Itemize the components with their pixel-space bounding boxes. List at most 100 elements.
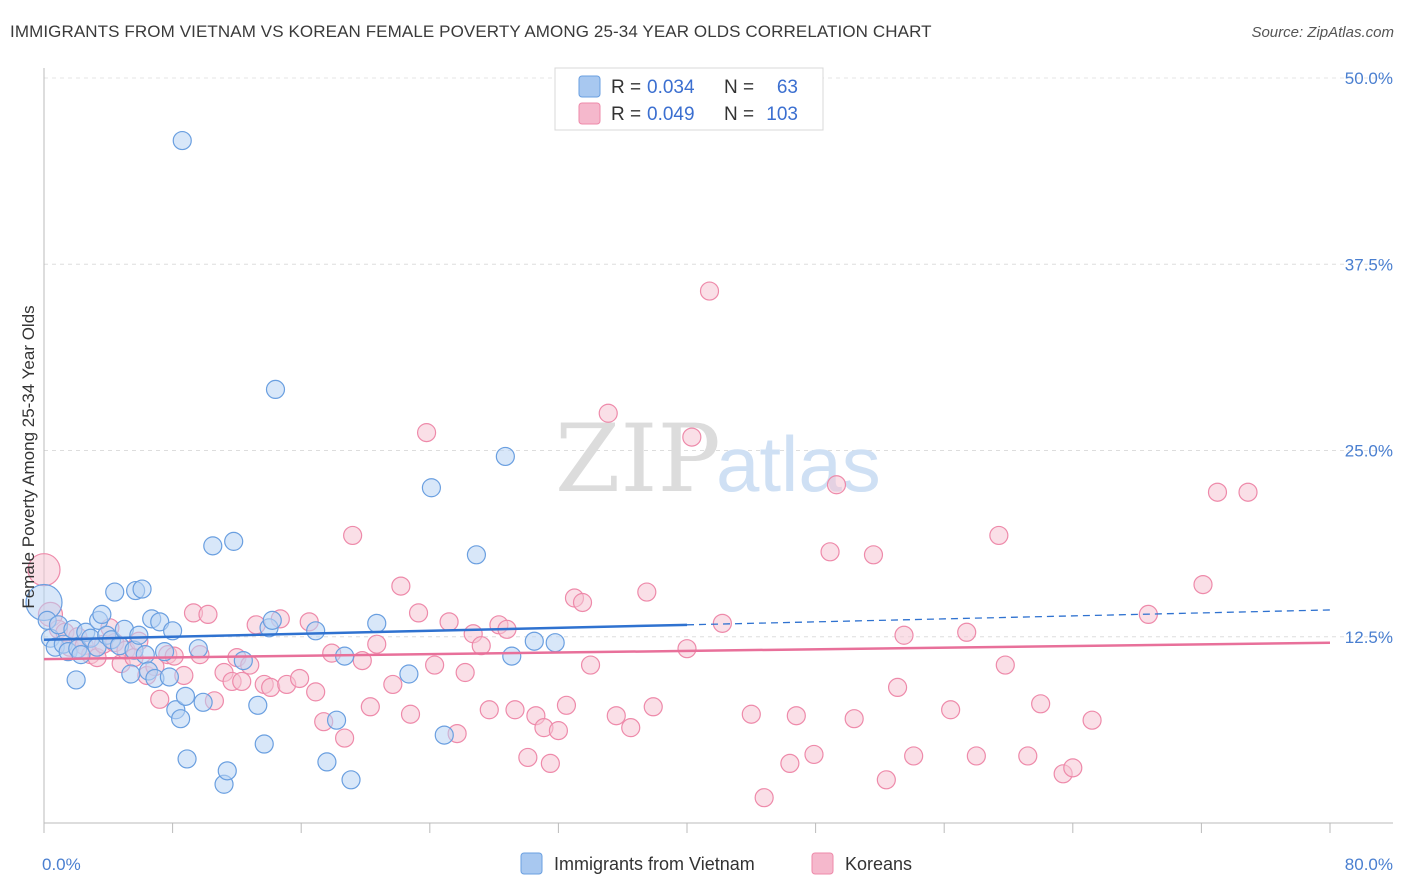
vietnam-point	[171, 709, 191, 729]
y-axis-label: Female Poverty Among 25-34 Year Olds	[19, 305, 38, 608]
koreans-point	[677, 639, 697, 659]
vietnam-point	[326, 710, 347, 730]
koreans-point	[416, 423, 437, 443]
legend-n-label: N =	[724, 104, 754, 125]
vietnam-point	[92, 604, 112, 625]
koreans-point	[400, 704, 421, 724]
vietnam-point	[367, 613, 387, 633]
koreans-point	[455, 662, 475, 683]
vietnam-point	[265, 379, 286, 400]
koreans-point	[1238, 482, 1258, 502]
koreans-point	[786, 706, 806, 726]
vietnam-point	[248, 695, 268, 715]
vietnam-point	[175, 686, 196, 706]
koreans-point	[826, 475, 847, 495]
vietnam-point	[545, 633, 565, 653]
koreans-point	[712, 613, 732, 633]
legend-n-value-koreans: 103	[766, 104, 798, 125]
koreans-point	[804, 744, 824, 765]
koreans-point	[367, 634, 387, 654]
koreans-point	[360, 697, 380, 717]
koreans-point	[548, 721, 569, 741]
legend-swatch-vietnam	[578, 75, 601, 98]
legend: R = 0.034 N = 63 R = 0.049 N = 103	[554, 67, 824, 131]
koreans-point	[306, 682, 326, 702]
koreans-point	[966, 746, 986, 766]
koreans-point	[1063, 758, 1083, 778]
koreans-point	[540, 753, 560, 774]
y-tick-label: 12.5%	[1345, 628, 1393, 647]
y-tick-label: 25.0%	[1345, 442, 1393, 461]
vietnam-point	[495, 446, 515, 467]
vietnam-point	[135, 645, 155, 665]
vietnam-point	[341, 770, 361, 790]
koreans-point	[198, 604, 218, 625]
watermark-atlas: atlas	[716, 420, 881, 508]
koreans-point	[439, 612, 459, 632]
vietnam-point	[502, 646, 522, 666]
legend-swatch-koreans	[578, 102, 601, 125]
koreans-point	[408, 603, 429, 623]
vietnam-point	[188, 639, 208, 659]
bottom-legend-label-koreans: Koreans	[845, 854, 912, 874]
x-tick-label-min: 0.0%	[42, 855, 81, 874]
koreans-point	[479, 700, 499, 720]
koreans-point	[894, 625, 914, 645]
koreans-point	[863, 545, 884, 565]
koreans-point	[232, 671, 252, 692]
vietnam-point	[132, 579, 152, 599]
koreans-point	[995, 655, 1015, 675]
legend-r-label: R =	[611, 104, 641, 125]
koreans-point	[780, 753, 800, 774]
koreans-point	[1018, 746, 1038, 766]
koreans-point	[941, 700, 961, 720]
gridlines	[44, 77, 1393, 638]
koreans-point	[343, 525, 363, 546]
bottom-legend-label-vietnam: Immigrants from Vietnam	[554, 854, 755, 874]
vietnam-point	[71, 645, 91, 665]
koreans-point	[383, 674, 403, 695]
trend-lines	[43, 609, 1331, 661]
watermark-zip: ZIP	[555, 405, 721, 514]
koreans-point	[844, 709, 864, 729]
vietnam-point	[177, 749, 197, 769]
vietnam-point	[217, 761, 237, 781]
koreans-point	[556, 695, 577, 715]
koreans-point	[904, 746, 924, 766]
legend-n-label: N =	[724, 77, 754, 98]
vietnam-point	[434, 725, 454, 745]
vietnam-trend-extension	[686, 609, 1331, 626]
koreans-point	[957, 622, 977, 642]
koreans-point	[643, 697, 663, 717]
koreans-point	[741, 704, 761, 724]
vietnam-point	[129, 625, 149, 645]
koreans-point	[820, 542, 840, 562]
y-tick-label: 50.0%	[1345, 69, 1393, 88]
koreans-point	[572, 592, 593, 613]
koreans-point	[621, 718, 641, 738]
vietnam-point	[262, 610, 282, 630]
vietnam-point	[121, 664, 141, 684]
vietnam-point	[524, 631, 544, 651]
vietnam-points	[25, 130, 565, 794]
vietnam-point	[224, 531, 244, 551]
bottom-legend-swatch-koreans	[811, 852, 834, 875]
legend-n-value-vietnam: 63	[777, 77, 798, 98]
vietnam-point	[399, 664, 419, 684]
vietnam-point	[159, 667, 179, 687]
vietnam-point	[466, 545, 487, 565]
y-tick-label: 37.5%	[1345, 255, 1393, 274]
koreans-point	[1207, 482, 1228, 502]
vietnam-point	[105, 582, 125, 602]
koreans-point	[682, 427, 702, 447]
koreans-point	[887, 677, 908, 698]
x-tick-labels: 0.0% 80.0%	[42, 855, 1393, 874]
axes	[43, 68, 1393, 833]
koreans-trend-line	[43, 641, 1331, 661]
vietnam-point	[317, 752, 337, 772]
koreans-point	[598, 403, 618, 423]
vietnam-point	[66, 670, 86, 690]
vietnam-trend-line	[43, 623, 688, 641]
vietnam-point	[172, 130, 192, 151]
legend-r-label: R =	[611, 77, 641, 98]
